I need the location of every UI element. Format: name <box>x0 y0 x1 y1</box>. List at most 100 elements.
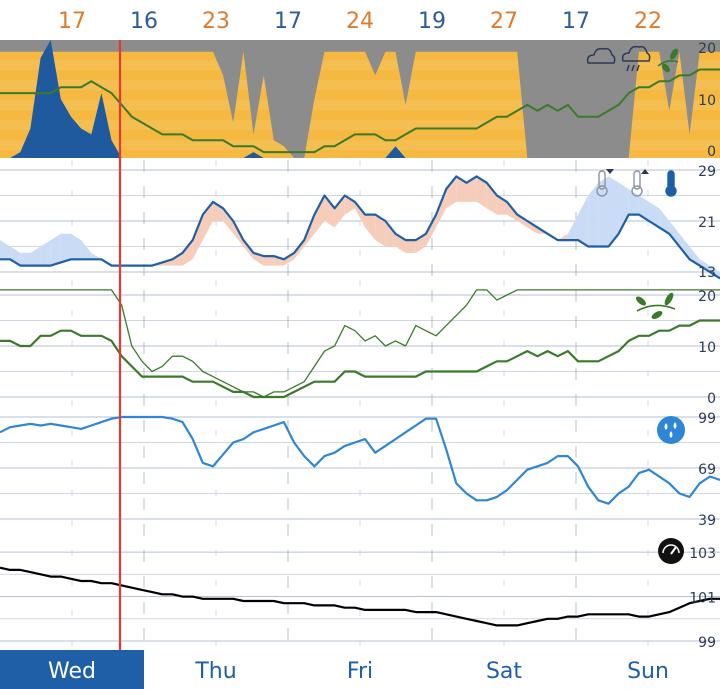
temperature-band <box>172 252 183 266</box>
day-tab-fri[interactable]: Fri <box>347 659 373 684</box>
rain-drop <box>626 64 630 72</box>
arrow-down <box>606 169 614 174</box>
day-tab-selected-bg <box>0 650 144 689</box>
temperature-band <box>50 233 61 266</box>
temperature-band <box>60 233 71 263</box>
temperature-band <box>354 201 366 228</box>
temperature-band <box>223 208 234 234</box>
cloud-band <box>0 80 720 90</box>
drop <box>669 431 673 438</box>
temperature-band <box>425 214 437 247</box>
temperature-band <box>212 201 224 221</box>
temperature-band <box>659 208 670 234</box>
header-temperature: 17 <box>562 9 590 34</box>
header-temperature: 17 <box>58 9 86 34</box>
wind-leaf-icon <box>636 292 676 319</box>
precipitation-area <box>0 40 720 158</box>
day-tab-sat[interactable]: Sat <box>486 659 522 684</box>
barometer-dial <box>662 544 680 554</box>
temperature-axis-tick: 13 <box>698 265 716 281</box>
humidity-axis-tick: 99 <box>698 411 716 427</box>
temperature-band <box>517 214 528 228</box>
temperature-band <box>527 221 538 234</box>
day-tab-thu[interactable]: Thu <box>194 659 236 684</box>
barometer-body <box>658 538 684 564</box>
cloud-shape <box>586 47 616 64</box>
temperature-band <box>699 259 710 272</box>
wind-speed-line <box>0 319 720 399</box>
humidity-circle <box>657 416 685 444</box>
thermometer-stem <box>598 170 606 190</box>
cloud-band <box>0 100 720 110</box>
temperature-band <box>405 240 416 253</box>
leaf <box>651 311 663 319</box>
temperature-band <box>263 256 274 266</box>
wind-axis-tick: 0 <box>707 391 716 407</box>
header-temperature: 24 <box>346 9 374 34</box>
thermometer-bulb <box>596 185 608 197</box>
temperature-axis-tick: 29 <box>698 164 716 180</box>
temperature-band <box>466 176 477 202</box>
clouds-axis-tick: 20 <box>698 41 716 57</box>
thermometer-icon <box>665 170 677 197</box>
pressure-axis-tick: 103 <box>689 546 716 562</box>
temperature-band <box>182 240 193 266</box>
temperature-band <box>436 189 447 228</box>
temperature-band <box>608 176 619 247</box>
barometer-needle <box>670 546 677 555</box>
wind-stroke <box>636 304 676 312</box>
temperature-band <box>324 195 335 228</box>
day-tab-wed[interactable]: Wed <box>48 659 96 684</box>
clouds-axis-tick: 10 <box>698 93 716 109</box>
rain-drop <box>631 64 635 72</box>
temperature-band <box>375 214 386 247</box>
temperature-band <box>476 176 487 209</box>
thermometer-bulb <box>631 185 643 197</box>
humidity-axis-tick: 39 <box>698 513 716 529</box>
temperature-band <box>567 214 579 241</box>
cloud-band <box>0 120 720 130</box>
temperature-band <box>70 233 82 260</box>
drop <box>673 422 677 429</box>
temperature-band <box>81 240 92 260</box>
cloud-cover-area <box>0 40 720 158</box>
temperature-band <box>588 182 599 247</box>
header-temperature: 22 <box>634 9 662 34</box>
temperature-band <box>0 240 11 260</box>
clouds-axis-tick: 0 <box>707 144 716 160</box>
temperature-band <box>365 214 376 241</box>
header-temperature: 16 <box>130 9 158 34</box>
temperature-band <box>709 265 720 279</box>
rain-drop <box>636 64 640 72</box>
temperature-band <box>669 221 680 247</box>
cloud-band <box>0 140 720 150</box>
temperature-band <box>91 252 102 260</box>
temperature-band <box>557 233 568 241</box>
temperature-band <box>618 182 629 234</box>
pressure-axis-tick: 101 <box>689 591 716 607</box>
temperature-band <box>649 201 660 228</box>
temperature-band <box>638 195 650 221</box>
temperature-band <box>283 252 295 266</box>
wind-axis-tick: 20 <box>698 289 716 305</box>
leaf <box>636 296 646 306</box>
header-temperature: 17 <box>274 9 302 34</box>
header-temperature: 27 <box>490 9 518 34</box>
wind-stroke <box>657 59 679 67</box>
pressure-axis-tick: 99 <box>698 635 716 651</box>
temperature-band <box>40 240 51 266</box>
temperature-band <box>192 214 203 260</box>
temperature-band <box>578 195 589 247</box>
thermometer-stem <box>633 170 641 190</box>
day-tab-sun[interactable]: Sun <box>627 659 669 684</box>
cloud-band <box>0 60 720 70</box>
wind-leaf-icon <box>657 48 679 73</box>
header-temperature: 23 <box>202 9 230 34</box>
temperature-axis-tick: 21 <box>698 215 716 231</box>
humidity-axis-tick: 69 <box>698 462 716 478</box>
temperature-band <box>446 176 457 209</box>
cloud-shape <box>621 45 651 62</box>
thermometer-high-icon <box>631 169 649 197</box>
cloud-icon <box>586 47 616 64</box>
